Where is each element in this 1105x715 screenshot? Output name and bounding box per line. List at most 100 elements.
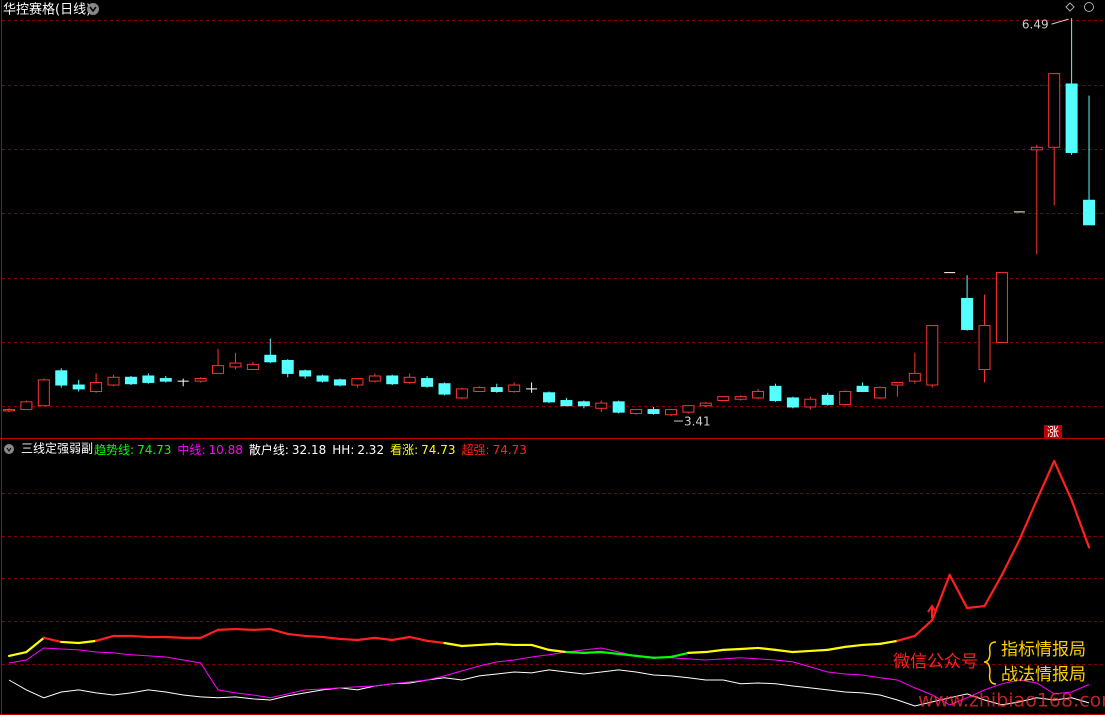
watermark-wechat: 微信公众号 (893, 652, 978, 672)
trend-segment (774, 648, 795, 654)
watermark-line1: 指标情报局 (1001, 640, 1086, 660)
candle-body (821, 394, 834, 405)
legend-name: 超强 (462, 443, 493, 457)
marks (3, 18, 1096, 707)
trend-segment (286, 632, 307, 638)
trend-segment (896, 634, 916, 642)
candle-body (333, 379, 346, 386)
trend-segment (739, 646, 760, 651)
trend-segment (565, 650, 585, 654)
candle-body (664, 409, 677, 416)
candle-body (543, 392, 556, 403)
legend-value: 10.88 (208, 443, 243, 457)
trend-segment (373, 636, 394, 642)
watermark-line2: 战法情报局 (1001, 665, 1086, 685)
trend-segment (391, 635, 411, 642)
watermark-brace (983, 641, 997, 685)
low-label: 3.41 (684, 415, 711, 429)
trend-segment (965, 604, 986, 610)
candle-body (124, 376, 137, 385)
trend-segment (913, 618, 934, 638)
trend-segment (304, 634, 324, 639)
trend-segment (530, 643, 551, 651)
trend-segment (878, 639, 899, 645)
candle-body (159, 378, 172, 382)
legend-name: 中线 (177, 443, 208, 457)
trend-segment (321, 635, 342, 641)
trend-segment (60, 640, 80, 645)
menu-icon[interactable] (87, 3, 99, 15)
candle-body (37, 379, 50, 407)
candle-body (1048, 73, 1061, 148)
candle-body (560, 400, 573, 407)
candle-body (20, 401, 33, 411)
trend-segment (861, 642, 882, 647)
legend-entry: 中线10.88 (177, 442, 242, 458)
trend-segment (1035, 459, 1056, 502)
candle-body (786, 397, 799, 408)
candle-body (455, 388, 468, 399)
candle-body (299, 370, 312, 377)
trend-segment (94, 634, 115, 642)
trend-segment (25, 636, 45, 654)
chart-title: 华控赛格(日线) (3, 2, 91, 18)
candle-body (595, 402, 608, 409)
trend-segment (809, 648, 829, 653)
candle-body (717, 396, 730, 402)
trend-segment (356, 636, 376, 642)
signal-arrow (927, 604, 937, 618)
trend-segment (722, 647, 742, 651)
trend-segment (600, 650, 620, 656)
legend-value: 74.73 (421, 443, 456, 457)
trend-segment (443, 641, 464, 648)
candle-body (90, 381, 103, 392)
legend-value: 74.73 (492, 443, 527, 457)
watermark-url: www.zhibiao168.com (918, 690, 1105, 712)
high-pointer (1051, 18, 1069, 25)
trend-segment (478, 642, 498, 647)
candle-body (264, 354, 277, 363)
indicator-menu-icon[interactable] (4, 444, 14, 454)
trend-segment (251, 627, 272, 631)
indicator-line (8, 669, 1090, 707)
trend-segment (983, 573, 1004, 608)
candle-body (72, 384, 85, 390)
candle-body (647, 409, 660, 414)
legend-name: 散户线 (249, 443, 292, 457)
candle-body (3, 409, 15, 412)
candle-body (281, 359, 294, 374)
legend-value: 2.32 (357, 443, 385, 457)
legend-entry: 趋势线74.73 (94, 442, 171, 458)
candle-body (908, 372, 921, 382)
trend-segment (687, 650, 707, 654)
candle-body (804, 398, 817, 408)
high-label: 6.49 (1022, 18, 1049, 32)
candle-body (55, 370, 68, 386)
trend-segment (635, 654, 655, 659)
legend-value: 32.18 (291, 443, 327, 457)
diamond-icon[interactable] (1065, 2, 1075, 12)
indicator-legend: 趋势线74.73中线10.88散户线32.18HH2.32看涨74.73超强74… (94, 442, 527, 458)
indicator-menu-arrow (6, 447, 12, 452)
candle-body (874, 387, 886, 399)
candle-body (839, 390, 852, 405)
trend-segment (338, 637, 359, 642)
circle-icon[interactable] (1084, 2, 1094, 12)
legend-entry: 看涨74.73 (390, 442, 455, 458)
candle-body (246, 363, 259, 371)
trend-segment (460, 643, 481, 648)
candle-body (856, 385, 869, 392)
trend-segment (77, 639, 98, 645)
candle-body (508, 384, 521, 392)
candle-body (212, 365, 225, 374)
menu-arrow (89, 6, 97, 13)
candle-body (438, 383, 451, 395)
candle-body (612, 401, 625, 413)
candle-body (995, 272, 1008, 343)
candle-body (699, 402, 712, 407)
legend-name: 趋势线 (94, 443, 137, 457)
trend-segment (199, 628, 220, 639)
legend-name: HH (332, 443, 357, 457)
